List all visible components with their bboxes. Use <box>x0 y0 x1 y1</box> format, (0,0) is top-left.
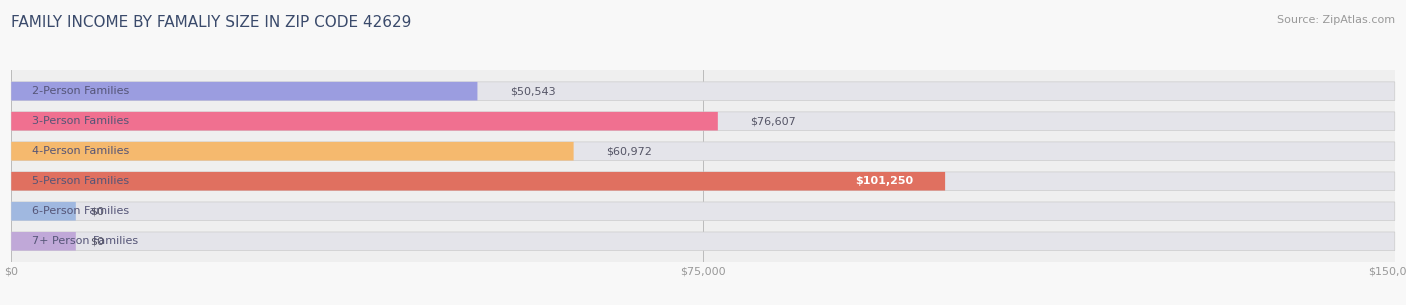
FancyBboxPatch shape <box>11 172 1395 191</box>
Text: 4-Person Families: 4-Person Families <box>31 146 129 156</box>
FancyBboxPatch shape <box>11 142 574 160</box>
Text: $0: $0 <box>90 206 104 216</box>
Text: 5-Person Families: 5-Person Families <box>31 176 129 186</box>
Text: 2-Person Families: 2-Person Families <box>31 86 129 96</box>
FancyBboxPatch shape <box>11 232 1395 251</box>
FancyBboxPatch shape <box>11 172 945 191</box>
Text: $50,543: $50,543 <box>510 86 555 96</box>
Text: 7+ Person Families: 7+ Person Families <box>31 236 138 246</box>
Text: Source: ZipAtlas.com: Source: ZipAtlas.com <box>1277 15 1395 25</box>
FancyBboxPatch shape <box>11 232 76 251</box>
FancyBboxPatch shape <box>11 112 718 131</box>
FancyBboxPatch shape <box>11 112 1395 131</box>
Text: $101,250: $101,250 <box>855 176 912 186</box>
FancyBboxPatch shape <box>11 142 1395 160</box>
FancyBboxPatch shape <box>11 82 478 100</box>
Text: 6-Person Families: 6-Person Families <box>31 206 129 216</box>
Text: $76,607: $76,607 <box>751 116 796 126</box>
FancyBboxPatch shape <box>11 202 76 221</box>
FancyBboxPatch shape <box>11 202 1395 221</box>
FancyBboxPatch shape <box>11 82 1395 100</box>
Text: $0: $0 <box>90 236 104 246</box>
Text: $60,972: $60,972 <box>606 146 652 156</box>
Text: FAMILY INCOME BY FAMALIY SIZE IN ZIP CODE 42629: FAMILY INCOME BY FAMALIY SIZE IN ZIP COD… <box>11 15 412 30</box>
Text: 3-Person Families: 3-Person Families <box>31 116 129 126</box>
